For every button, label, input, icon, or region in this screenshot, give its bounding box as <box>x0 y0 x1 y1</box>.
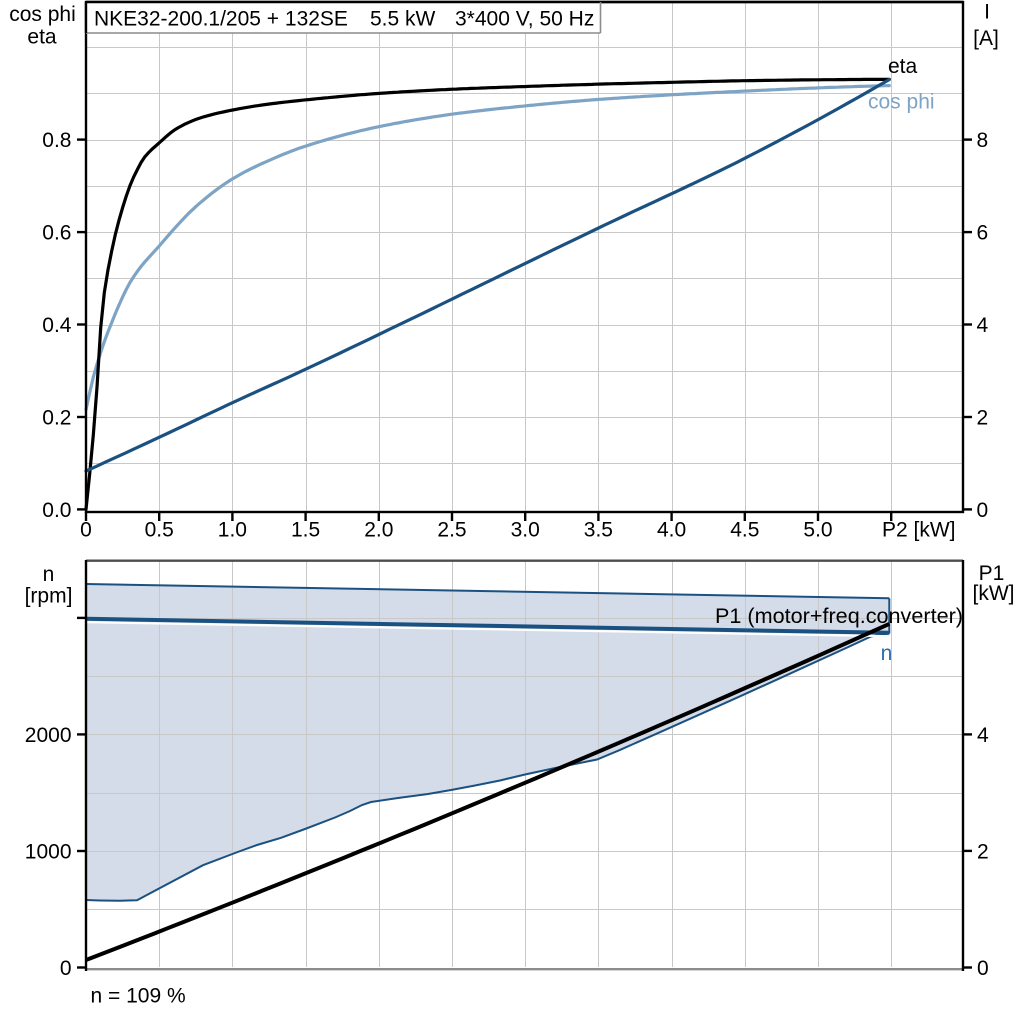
svg-text:0.2: 0.2 <box>42 407 71 430</box>
svg-text:2000: 2000 <box>25 724 72 747</box>
svg-text:P1 (motor+freq.converter): P1 (motor+freq.converter) <box>715 605 963 628</box>
svg-text:1000: 1000 <box>25 841 72 864</box>
svg-text:[A]: [A] <box>973 27 999 50</box>
svg-text:4.0: 4.0 <box>657 519 686 542</box>
svg-text:0: 0 <box>977 957 989 980</box>
svg-text:P2 [kW]: P2 [kW] <box>882 519 956 542</box>
svg-text:4: 4 <box>977 314 989 337</box>
svg-text:5.5 kW: 5.5 kW <box>370 8 436 31</box>
svg-text:n: n <box>43 563 55 586</box>
svg-text:0: 0 <box>80 519 92 542</box>
svg-text:2.0: 2.0 <box>364 519 393 542</box>
svg-text:[rpm]: [rpm] <box>25 585 73 608</box>
svg-text:8: 8 <box>977 129 989 152</box>
svg-text:0.0: 0.0 <box>42 499 71 522</box>
svg-text:2: 2 <box>977 407 989 430</box>
svg-text:0.5: 0.5 <box>145 519 174 542</box>
svg-text:eta: eta <box>27 26 57 49</box>
svg-text:1.5: 1.5 <box>291 519 320 542</box>
svg-text:3*400 V, 50 Hz: 3*400 V, 50 Hz <box>455 8 594 31</box>
svg-text:0: 0 <box>60 957 72 980</box>
svg-text:0.4: 0.4 <box>42 314 72 337</box>
svg-text:0.6: 0.6 <box>42 222 71 245</box>
svg-text:2: 2 <box>977 840 989 863</box>
svg-text:1.0: 1.0 <box>218 519 247 542</box>
svg-text:4.5: 4.5 <box>730 519 759 542</box>
svg-text:eta: eta <box>888 55 918 78</box>
svg-text:5.0: 5.0 <box>803 519 832 542</box>
svg-text:[kW]: [kW] <box>973 582 1015 605</box>
svg-text:NKE32-200.1/205 + 132SE: NKE32-200.1/205 + 132SE <box>94 8 348 31</box>
svg-text:4: 4 <box>977 724 989 747</box>
svg-text:2.5: 2.5 <box>437 519 466 542</box>
svg-text:P1: P1 <box>979 562 1005 585</box>
svg-text:n: n <box>881 642 893 665</box>
svg-text:3.0: 3.0 <box>511 519 540 542</box>
svg-text:n = 109 %: n = 109 % <box>91 985 186 1008</box>
svg-text:3.5: 3.5 <box>584 519 613 542</box>
svg-text:I: I <box>984 1 990 24</box>
svg-text:0.8: 0.8 <box>42 129 71 152</box>
svg-text:cos phi: cos phi <box>9 3 76 26</box>
svg-text:cos phi: cos phi <box>868 91 935 114</box>
svg-text:6: 6 <box>977 222 989 245</box>
svg-text:0: 0 <box>977 499 989 522</box>
